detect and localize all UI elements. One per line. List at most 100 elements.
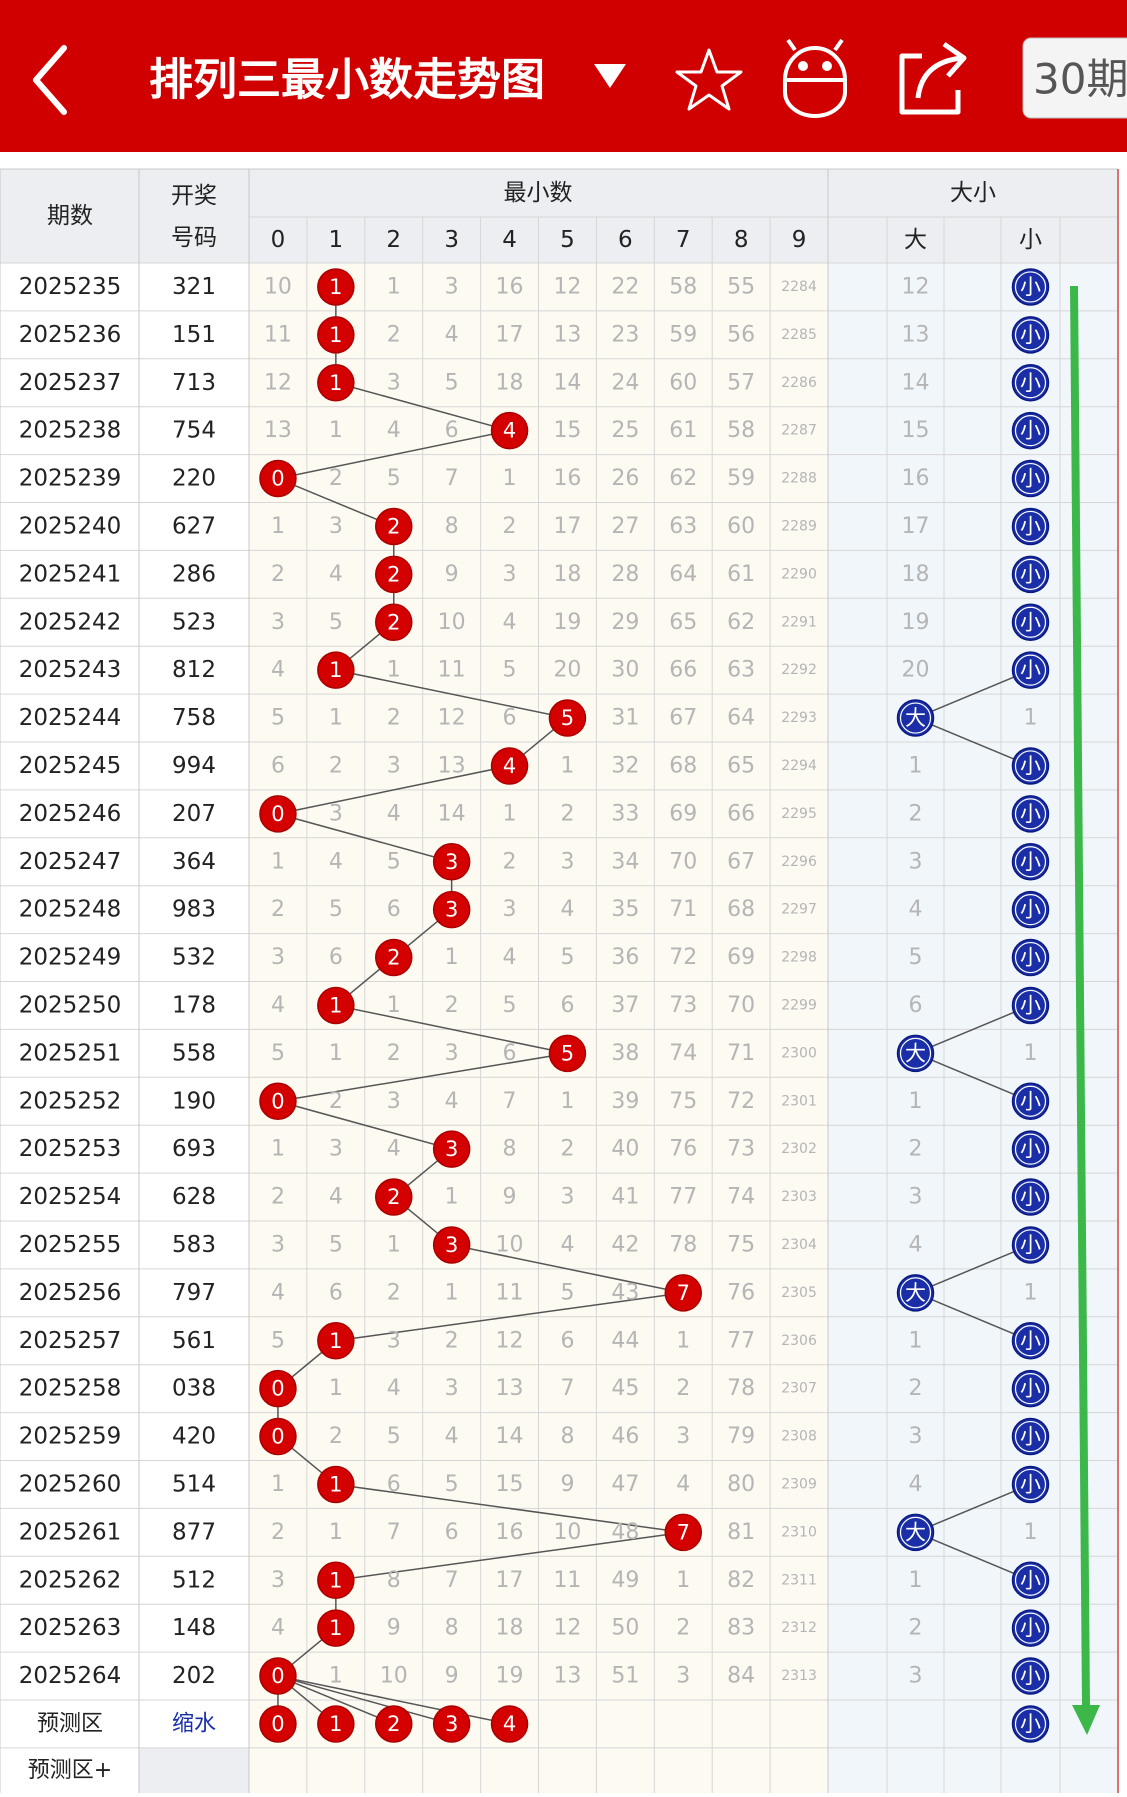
size-ball-ring xyxy=(1014,606,1047,638)
size-ball-label: 小 xyxy=(1020,1616,1041,1640)
miss-cell: 3 xyxy=(503,897,517,922)
size-line xyxy=(915,1004,1031,1055)
size-ball-ring xyxy=(1014,750,1047,782)
period-button[interactable] xyxy=(1022,37,1127,119)
miss-cell: 61 xyxy=(727,562,755,587)
miss-cell: 78 xyxy=(727,1376,755,1401)
left-bottom-bg xyxy=(139,1747,249,1793)
number-cell: 693 xyxy=(172,1136,216,1162)
miss-cell: 4 xyxy=(676,1472,690,1497)
hit-ball-label: 1 xyxy=(329,993,342,1017)
miss-cell: 2 xyxy=(909,801,923,826)
size-ball-label: 小 xyxy=(1020,1568,1041,1592)
size-ball-ring xyxy=(899,1516,932,1548)
miss-cell: 2304 xyxy=(781,1237,817,1253)
miss-cell: 3 xyxy=(560,1185,574,1210)
hit-ball xyxy=(375,938,413,977)
miss-cell: 70 xyxy=(669,849,697,874)
miss-cell: 83 xyxy=(727,1616,755,1641)
miss-cell: 58 xyxy=(727,418,755,443)
miss-cell: 3 xyxy=(387,1328,401,1353)
miss-cell: 79 xyxy=(727,1424,755,1449)
hit-ball-label: 5 xyxy=(561,706,574,730)
size-ball xyxy=(1011,1609,1050,1647)
hit-ball-label: 0 xyxy=(271,1089,284,1113)
miss-cell: 13 xyxy=(902,322,930,347)
miss-cell: 4 xyxy=(271,1616,285,1641)
miss-cell: 69 xyxy=(727,945,755,970)
miss-cell: 4 xyxy=(387,1376,401,1401)
miss-cell: 73 xyxy=(727,1137,755,1162)
miss-cell: 7 xyxy=(503,1089,517,1114)
size-ball-label: 小 xyxy=(1020,898,1041,922)
miss-cell: 7 xyxy=(387,1520,401,1545)
miss-cell: 1 xyxy=(445,1280,459,1305)
miss-cell: 2292 xyxy=(781,662,817,678)
hit-ball xyxy=(432,843,471,881)
miss-cell: 47 xyxy=(611,1472,639,1497)
miss-cell: 2 xyxy=(329,1089,343,1114)
robot-icon[interactable] xyxy=(783,38,847,118)
hit-ball-label: 1 xyxy=(329,658,342,682)
miss-cell: 17 xyxy=(496,322,524,347)
back-button[interactable] xyxy=(33,45,67,115)
miss-cell: 4 xyxy=(560,1232,574,1257)
miss-cell: 2295 xyxy=(781,806,817,822)
miss-cell: 9 xyxy=(445,1664,459,1689)
size-ball xyxy=(1011,1322,1050,1360)
miss-cell: 1 xyxy=(387,993,401,1018)
miss-cell: 18 xyxy=(553,562,581,587)
miss-cell: 1 xyxy=(560,753,574,778)
hit-ball-label: 2 xyxy=(387,514,400,538)
size-ball-ring xyxy=(1014,1133,1047,1165)
miss-cell: 6 xyxy=(329,945,343,970)
miss-cell: 1 xyxy=(271,1137,285,1162)
miss-cell: 66 xyxy=(727,801,755,826)
size-ball xyxy=(1011,890,1050,929)
hit-ball-label: 7 xyxy=(677,1281,690,1305)
miss-cell: 2312 xyxy=(781,1620,817,1636)
size-ball-ring xyxy=(1014,1468,1047,1501)
miss-cell: 5 xyxy=(503,658,517,683)
miss-cell: 5 xyxy=(329,610,343,635)
miss-cell: 4 xyxy=(909,897,923,922)
digit-header: 7 xyxy=(676,227,691,253)
miss-cell: 5 xyxy=(271,1041,285,1066)
share-icon[interactable] xyxy=(899,41,967,115)
dropdown-icon[interactable] xyxy=(594,64,626,88)
miss-cell: 2299 xyxy=(781,997,817,1013)
size-ball xyxy=(1011,364,1050,402)
miss-cell: 67 xyxy=(727,849,755,874)
digit-header: 5 xyxy=(560,227,575,253)
miss-cell: 32 xyxy=(611,753,639,778)
size-line xyxy=(915,1292,1031,1342)
size-ball-ring xyxy=(1014,319,1047,351)
size-ball-ring xyxy=(1014,271,1047,303)
favorite-icon[interactable] xyxy=(675,48,743,111)
miss-cell: 18 xyxy=(496,370,524,395)
hit-ball xyxy=(432,1130,471,1168)
period-cell: 2025237 xyxy=(19,370,121,396)
miss-cell: 77 xyxy=(727,1328,755,1353)
prediction-ball xyxy=(259,1705,297,1743)
miss-cell: 72 xyxy=(727,1089,755,1114)
size-ball xyxy=(1011,555,1050,594)
number-header: 开奖 xyxy=(171,183,217,209)
hit-ball xyxy=(548,1034,587,1073)
miss-cell: 82 xyxy=(727,1568,755,1593)
miss-cell: 1 xyxy=(909,1328,923,1353)
miss-cell: 69 xyxy=(669,801,697,826)
miss-cell: 2284 xyxy=(781,279,817,295)
period-cell: 2025257 xyxy=(19,1328,121,1354)
miss-cell: 2313 xyxy=(781,1668,817,1684)
miss-cell: 11 xyxy=(438,658,466,683)
miss-cell: 2302 xyxy=(781,1141,817,1157)
number-cell: 038 xyxy=(172,1376,216,1402)
size-ball-label: 小 xyxy=(1020,1233,1041,1257)
hit-ball-label: 3 xyxy=(445,850,458,874)
miss-cell: 16 xyxy=(902,466,930,491)
miss-cell: 3 xyxy=(676,1424,690,1449)
miss-cell: 4 xyxy=(909,1472,923,1497)
miss-cell: 49 xyxy=(611,1568,639,1593)
size-ball xyxy=(1011,1465,1050,1504)
